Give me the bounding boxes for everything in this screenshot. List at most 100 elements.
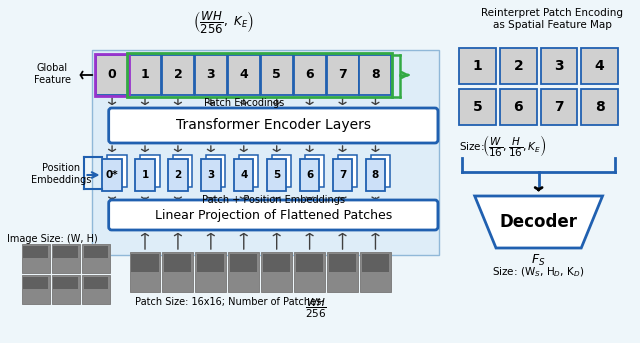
FancyBboxPatch shape (195, 252, 227, 292)
FancyBboxPatch shape (362, 254, 389, 272)
FancyBboxPatch shape (163, 252, 193, 292)
Text: Patch + Position Embeddings: Patch + Position Embeddings (202, 195, 345, 205)
FancyBboxPatch shape (371, 155, 390, 187)
Text: 5: 5 (473, 100, 483, 114)
Text: Transformer Encoder Layers: Transformer Encoder Layers (176, 118, 371, 132)
Text: Global
Feature: Global Feature (34, 63, 71, 85)
FancyBboxPatch shape (305, 155, 324, 187)
FancyBboxPatch shape (206, 155, 225, 187)
FancyBboxPatch shape (22, 244, 50, 273)
Text: 6: 6 (513, 100, 523, 114)
FancyBboxPatch shape (230, 254, 257, 272)
Text: 5: 5 (272, 69, 281, 82)
FancyBboxPatch shape (52, 244, 79, 273)
FancyBboxPatch shape (162, 55, 194, 95)
FancyBboxPatch shape (96, 55, 128, 95)
FancyBboxPatch shape (140, 155, 159, 187)
Text: 6: 6 (305, 69, 314, 82)
Text: $F_S$: $F_S$ (531, 253, 546, 268)
FancyBboxPatch shape (173, 155, 193, 187)
FancyBboxPatch shape (109, 200, 438, 230)
Text: Reinterpret Patch Encoding
as Spatial Feature Map: Reinterpret Patch Encoding as Spatial Fe… (481, 8, 623, 29)
Text: 0*: 0* (106, 170, 118, 180)
FancyBboxPatch shape (109, 108, 438, 143)
FancyBboxPatch shape (272, 155, 291, 187)
FancyBboxPatch shape (327, 252, 358, 292)
Text: Size: (W$_S$, H$_D$, K$_D$): Size: (W$_S$, H$_D$, K$_D$) (492, 265, 585, 279)
FancyBboxPatch shape (81, 275, 109, 304)
Text: 3: 3 (207, 69, 215, 82)
FancyBboxPatch shape (228, 55, 260, 95)
Text: 3: 3 (554, 59, 564, 73)
Polygon shape (475, 196, 602, 248)
FancyBboxPatch shape (500, 89, 537, 125)
FancyBboxPatch shape (360, 55, 392, 95)
FancyBboxPatch shape (24, 246, 48, 258)
Text: 8: 8 (371, 69, 380, 82)
FancyBboxPatch shape (83, 246, 108, 258)
FancyBboxPatch shape (260, 55, 292, 95)
Text: 4: 4 (239, 69, 248, 82)
FancyBboxPatch shape (460, 48, 496, 84)
FancyBboxPatch shape (300, 159, 319, 191)
Text: Decoder: Decoder (500, 213, 578, 231)
FancyBboxPatch shape (460, 89, 496, 125)
FancyBboxPatch shape (263, 254, 291, 272)
Text: Linear Projection of Flattened Patches: Linear Projection of Flattened Patches (155, 209, 392, 222)
Text: 6: 6 (306, 170, 313, 180)
FancyBboxPatch shape (131, 254, 159, 272)
Text: Patch Size: 16x16; Number of Patches:: Patch Size: 16x16; Number of Patches: (135, 297, 325, 307)
FancyBboxPatch shape (360, 252, 391, 292)
FancyBboxPatch shape (201, 159, 221, 191)
FancyBboxPatch shape (108, 155, 127, 187)
Text: $\dfrac{WH}{256}$: $\dfrac{WH}{256}$ (305, 297, 326, 320)
FancyBboxPatch shape (52, 275, 79, 304)
FancyBboxPatch shape (366, 159, 385, 191)
FancyBboxPatch shape (92, 50, 439, 255)
Text: 0: 0 (108, 69, 116, 82)
Text: $\left(\dfrac{WH}{256},\ K_E\right)$: $\left(\dfrac{WH}{256},\ K_E\right)$ (193, 9, 253, 35)
Text: Patch Encodings: Patch Encodings (204, 98, 284, 108)
FancyBboxPatch shape (581, 48, 618, 84)
FancyBboxPatch shape (261, 252, 292, 292)
FancyBboxPatch shape (24, 277, 48, 289)
FancyBboxPatch shape (81, 244, 109, 273)
FancyBboxPatch shape (22, 275, 50, 304)
Text: 8: 8 (595, 100, 605, 114)
Text: 8: 8 (372, 170, 379, 180)
FancyBboxPatch shape (129, 55, 161, 95)
FancyBboxPatch shape (54, 246, 77, 258)
Text: Image Size: (W, H): Image Size: (W, H) (7, 234, 98, 244)
Text: 7: 7 (554, 100, 564, 114)
Text: 2: 2 (513, 59, 523, 73)
FancyBboxPatch shape (228, 252, 259, 292)
FancyBboxPatch shape (168, 159, 188, 191)
FancyBboxPatch shape (54, 277, 77, 289)
FancyBboxPatch shape (102, 159, 122, 191)
FancyBboxPatch shape (326, 55, 358, 95)
FancyBboxPatch shape (234, 159, 253, 191)
FancyBboxPatch shape (129, 252, 161, 292)
FancyBboxPatch shape (581, 89, 618, 125)
FancyBboxPatch shape (197, 254, 225, 272)
FancyBboxPatch shape (333, 159, 352, 191)
FancyBboxPatch shape (83, 277, 108, 289)
Text: 7: 7 (339, 170, 346, 180)
FancyBboxPatch shape (195, 55, 227, 95)
Text: 1: 1 (141, 170, 148, 180)
FancyBboxPatch shape (338, 155, 357, 187)
Text: 7: 7 (338, 69, 347, 82)
Text: 3: 3 (207, 170, 214, 180)
FancyBboxPatch shape (294, 252, 325, 292)
FancyBboxPatch shape (294, 55, 326, 95)
FancyBboxPatch shape (329, 254, 356, 272)
Text: 2: 2 (173, 69, 182, 82)
FancyBboxPatch shape (135, 159, 155, 191)
Text: 4: 4 (595, 59, 605, 73)
Text: 4: 4 (240, 170, 248, 180)
FancyBboxPatch shape (296, 254, 323, 272)
FancyBboxPatch shape (500, 48, 537, 84)
Text: 5: 5 (273, 170, 280, 180)
Text: 2: 2 (174, 170, 182, 180)
Text: Position
Embeddings: Position Embeddings (31, 163, 92, 185)
